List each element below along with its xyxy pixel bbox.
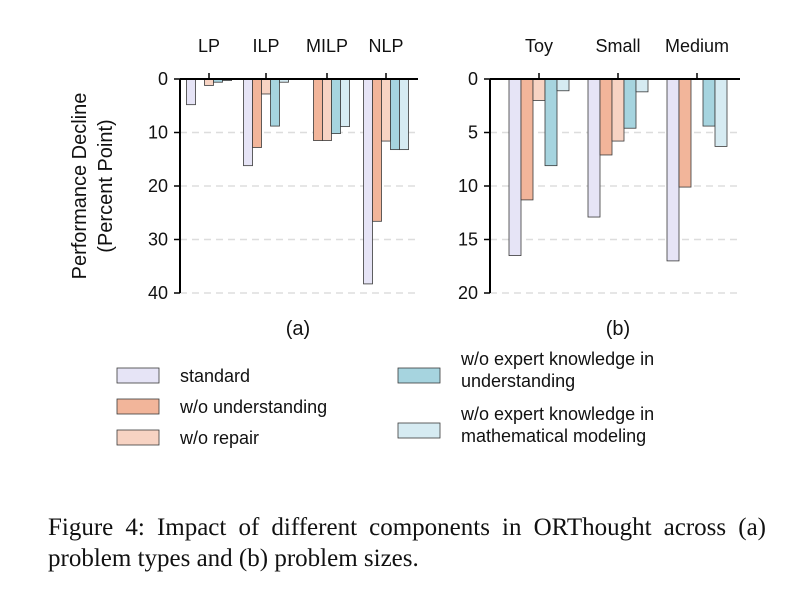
- legend-label-1: standard: [180, 366, 250, 386]
- bar-b-medium-s1: [666, 78, 680, 262]
- chart-panel-b: 0 5 10 15 20 Toy Small Medium (b): [458, 36, 740, 340]
- y-tick-label-b-0: 0: [468, 69, 478, 89]
- category-label-a-milp: MILP: [306, 36, 348, 56]
- bar-a-nlp-s3: [381, 78, 391, 142]
- bar-a-milp-s2: [313, 78, 323, 141]
- y-tick-label-b-15: 15: [458, 230, 478, 250]
- panel-label-a: (a): [286, 318, 310, 340]
- y-tick-label-a-20: 20: [148, 176, 168, 196]
- bar-a-nlp-s4: [390, 78, 400, 151]
- bar-a-milp-s4: [331, 78, 341, 134]
- y-axis-title-line-2: (Percent Point): [95, 119, 117, 252]
- bar-b-toy-s4: [544, 78, 558, 167]
- bar-a-milp-s3: [322, 78, 332, 141]
- y-tick-label-a-10: 10: [148, 123, 168, 143]
- bar-a-nlp-s1: [363, 78, 373, 285]
- bar-a-ilp-s1: [243, 78, 253, 167]
- y-tick-label-a-40: 40: [148, 283, 168, 303]
- y-tick-label-b-5: 5: [468, 123, 478, 143]
- category-label-a-nlp: NLP: [368, 36, 403, 56]
- bar-a-nlp-s5: [399, 78, 409, 151]
- y-axis-title-line-1: Performance Decline: [69, 93, 91, 280]
- y-tick-label-b-20: 20: [458, 283, 478, 303]
- category-label-b-toy: Toy: [525, 36, 553, 56]
- legend-swatch-1: [116, 367, 160, 384]
- legend-swatch-3: [116, 429, 160, 446]
- legend-swatch-2: [116, 398, 160, 415]
- bar-b-small-s2: [599, 78, 613, 156]
- bar-a-ilp-s3: [261, 78, 271, 95]
- bar-b-toy-s3: [532, 78, 546, 101]
- category-label-b-small: Small: [595, 36, 640, 56]
- bar-b-medium-s4: [702, 78, 716, 127]
- figure-caption: Figure 4: Impact of different components…: [48, 514, 766, 572]
- bar-b-medium-s5: [714, 78, 728, 147]
- category-label-b-medium: Medium: [665, 36, 729, 56]
- y-tick-label-a-30: 30: [148, 230, 168, 250]
- panel-label-b: (b): [606, 318, 630, 340]
- bar-b-toy-s2: [520, 78, 534, 201]
- bar-b-small-s5: [635, 78, 649, 93]
- y-tick-label-b-10: 10: [458, 176, 478, 196]
- bar-b-small-s1: [587, 78, 601, 218]
- bar-b-small-s4: [623, 78, 637, 129]
- chart-panel-a: 0 10 20 30 40 LP ILP MILP NLP (a) Performance Decl…: [69, 36, 418, 340]
- bar-b-medium-s2: [678, 78, 692, 188]
- bar-b-toy-s1: [508, 78, 522, 256]
- bar-b-toy-s5: [556, 78, 570, 92]
- legend-label-3: w/o repair: [179, 428, 259, 448]
- category-label-a-lp: LP: [198, 36, 220, 56]
- bar-a-ilp-s2: [252, 78, 262, 148]
- legend-label-4: w/o expert knowledge in understanding: [460, 349, 654, 391]
- bar-b-small-s3: [611, 78, 625, 142]
- legend-swatch-4: [397, 367, 441, 384]
- legend: standard w/o understanding w/o repair w/o e…: [116, 349, 654, 448]
- bar-a-nlp-s2: [372, 78, 382, 222]
- category-label-a-ilp: ILP: [252, 36, 279, 56]
- bar-a-lp-s1: [186, 78, 196, 106]
- bar-a-ilp-s4: [270, 78, 280, 127]
- legend-label-5: w/o expert knowledge in mathematical mode…: [460, 404, 654, 446]
- bar-a-milp-s5: [340, 78, 350, 128]
- legend-swatch-5: [397, 422, 441, 439]
- legend-label-2: w/o understanding: [179, 397, 327, 417]
- y-tick-label-a-0: 0: [158, 69, 168, 89]
